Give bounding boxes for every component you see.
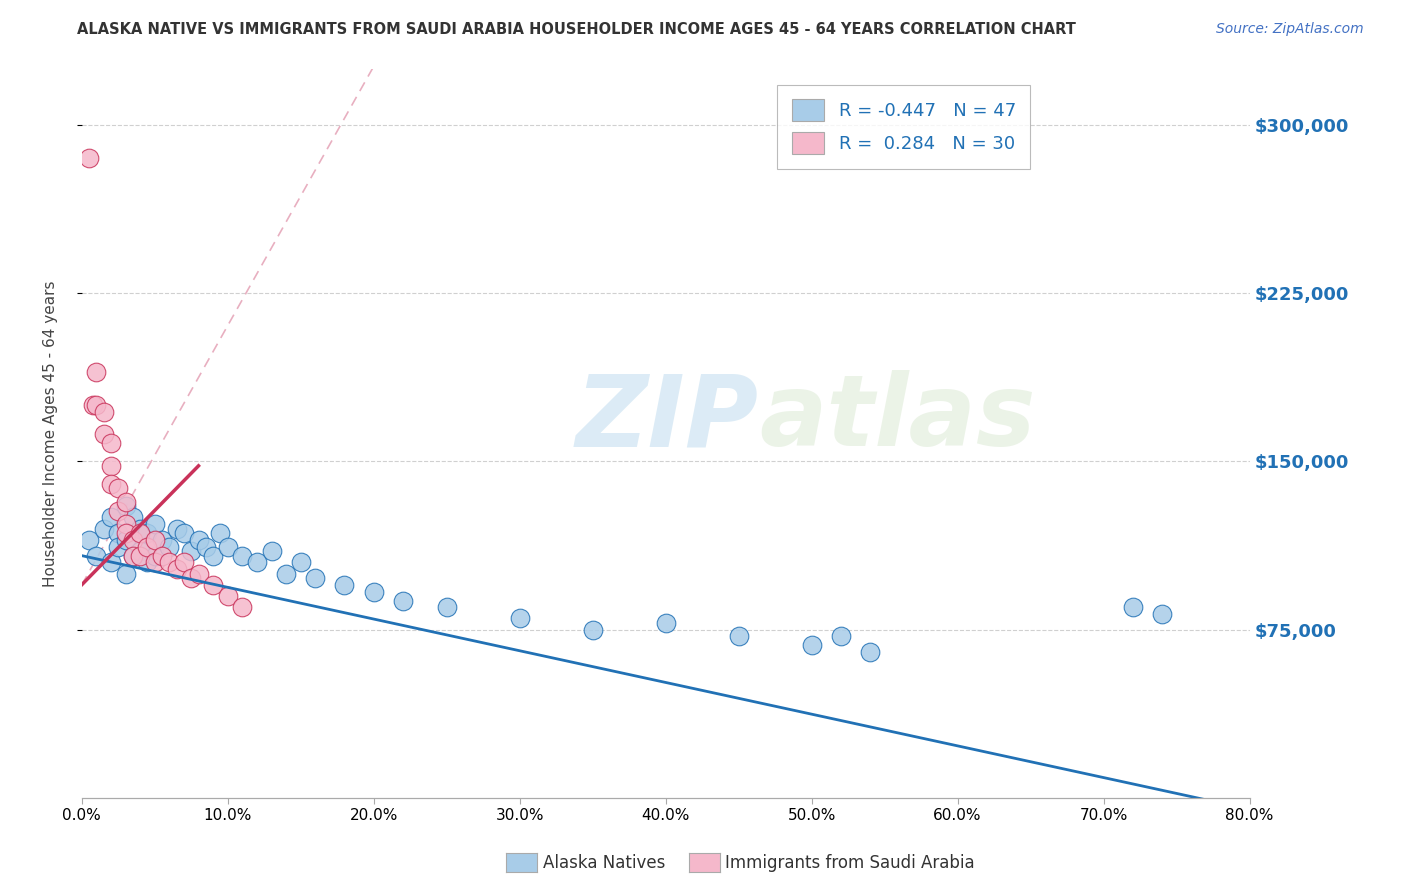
- Point: [82, 398, 104, 412]
- Text: ZIP: ZIP: [576, 370, 759, 467]
- Point: [143, 533, 166, 547]
- Point: [187, 533, 209, 547]
- Point: [143, 517, 166, 532]
- Point: [129, 549, 152, 563]
- Text: atlas: atlas: [759, 370, 1036, 467]
- Point: [114, 533, 136, 547]
- Point: [86, 365, 108, 379]
- Point: [231, 549, 253, 563]
- Point: [157, 540, 180, 554]
- Point: [86, 398, 108, 412]
- Point: [274, 566, 297, 581]
- Point: [187, 566, 209, 581]
- Point: [304, 571, 326, 585]
- Point: [727, 629, 749, 643]
- Point: [246, 555, 269, 569]
- Point: [93, 405, 115, 419]
- Point: [217, 540, 239, 554]
- Point: [209, 526, 232, 541]
- Text: Immigrants from Saudi Arabia: Immigrants from Saudi Arabia: [725, 854, 976, 871]
- Point: [333, 578, 356, 592]
- Point: [107, 526, 129, 541]
- Point: [260, 544, 283, 558]
- Point: [93, 427, 115, 442]
- Point: [180, 571, 202, 585]
- Point: [231, 600, 253, 615]
- Point: [100, 458, 122, 473]
- Point: [100, 555, 122, 569]
- Point: [129, 526, 152, 541]
- Point: [129, 522, 152, 536]
- Point: [582, 623, 605, 637]
- Point: [114, 517, 136, 532]
- Point: [114, 495, 136, 509]
- Text: Alaska Natives: Alaska Natives: [543, 854, 665, 871]
- Point: [77, 533, 100, 547]
- Point: [166, 562, 188, 576]
- Point: [136, 540, 159, 554]
- Point: [166, 522, 188, 536]
- Point: [150, 549, 173, 563]
- Point: [654, 615, 676, 630]
- Point: [86, 549, 108, 563]
- Point: [363, 584, 385, 599]
- Point: [93, 522, 115, 536]
- Text: Source: ZipAtlas.com: Source: ZipAtlas.com: [1216, 22, 1364, 37]
- Point: [392, 593, 415, 607]
- Point: [100, 436, 122, 450]
- Point: [1150, 607, 1173, 621]
- Point: [129, 544, 152, 558]
- Point: [150, 533, 173, 547]
- Point: [100, 510, 122, 524]
- Point: [114, 500, 136, 514]
- Point: [143, 549, 166, 563]
- Point: [180, 544, 202, 558]
- Point: [121, 549, 143, 563]
- Y-axis label: Householder Income Ages 45 - 64 years: Householder Income Ages 45 - 64 years: [44, 280, 58, 587]
- Point: [202, 578, 225, 592]
- Point: [107, 540, 129, 554]
- Point: [107, 481, 129, 495]
- Point: [114, 526, 136, 541]
- Text: ALASKA NATIVE VS IMMIGRANTS FROM SAUDI ARABIA HOUSEHOLDER INCOME AGES 45 - 64 YE: ALASKA NATIVE VS IMMIGRANTS FROM SAUDI A…: [77, 22, 1076, 37]
- Point: [173, 526, 195, 541]
- Point: [100, 476, 122, 491]
- Point: [1122, 600, 1144, 615]
- Point: [290, 555, 312, 569]
- Point: [136, 526, 159, 541]
- Point: [217, 589, 239, 603]
- Point: [859, 645, 882, 659]
- Point: [107, 504, 129, 518]
- Point: [157, 555, 180, 569]
- Point: [121, 510, 143, 524]
- Point: [202, 549, 225, 563]
- Point: [136, 555, 159, 569]
- Point: [77, 151, 100, 165]
- Point: [509, 611, 531, 625]
- Point: [121, 549, 143, 563]
- Point: [830, 629, 852, 643]
- Point: [121, 533, 143, 547]
- Point: [114, 566, 136, 581]
- Point: [194, 540, 217, 554]
- Legend: R = -0.447   N = 47, R =  0.284   N = 30: R = -0.447 N = 47, R = 0.284 N = 30: [778, 85, 1031, 169]
- Point: [143, 555, 166, 569]
- Point: [436, 600, 458, 615]
- Point: [800, 639, 823, 653]
- Point: [173, 555, 195, 569]
